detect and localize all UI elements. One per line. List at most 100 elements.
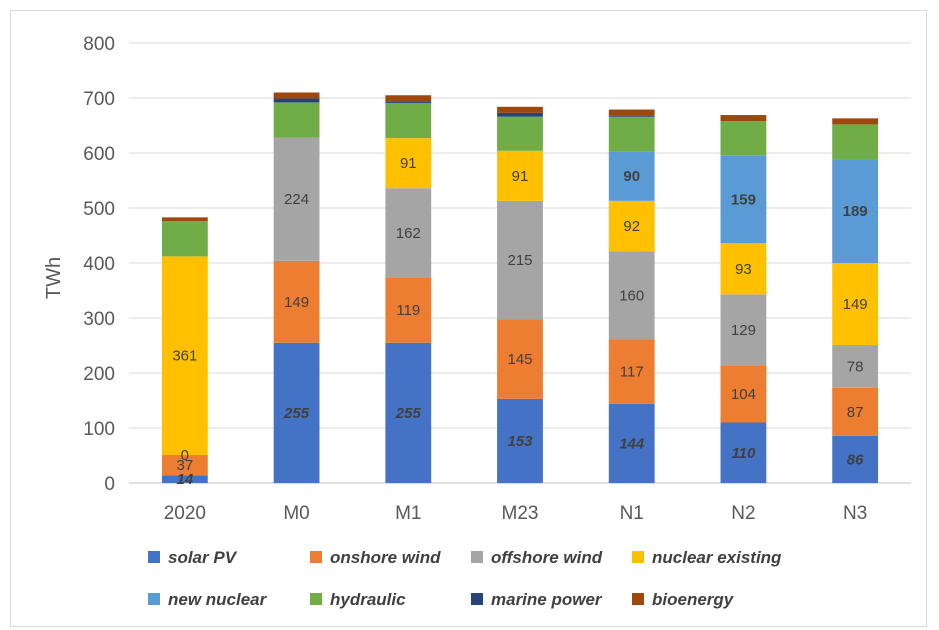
legend-label: nuclear existing bbox=[652, 548, 782, 567]
bar-segment-marine-power bbox=[273, 98, 320, 103]
y-tick-label: 300 bbox=[83, 309, 115, 330]
y-tick-label: 100 bbox=[83, 419, 115, 440]
data-label: 361 bbox=[172, 348, 197, 365]
x-tick-label: M1 bbox=[395, 503, 421, 524]
data-label: 224 bbox=[284, 191, 309, 208]
bar-segment-hydraulic bbox=[161, 221, 208, 257]
bar-segment-solar-PV bbox=[720, 422, 767, 483]
bar-segment-onshore-wind bbox=[608, 339, 655, 404]
bar-segment-bioenergy bbox=[720, 115, 767, 122]
data-label: 159 bbox=[731, 191, 756, 208]
bar-segment-marine-power bbox=[385, 101, 432, 103]
bar-segment-nuclear-existing bbox=[720, 243, 767, 295]
bar-segment-hydraulic bbox=[385, 102, 432, 139]
legend-label: solar PV bbox=[168, 548, 238, 567]
bar-segment-solar-PV bbox=[161, 475, 208, 483]
data-label: 129 bbox=[731, 322, 756, 339]
data-label: 37 bbox=[177, 457, 194, 474]
legend-swatch bbox=[632, 551, 644, 563]
data-label: 104 bbox=[731, 386, 756, 403]
bar-segment-offshore-wind bbox=[832, 344, 879, 388]
data-label: 255 bbox=[395, 405, 422, 422]
legend-swatch bbox=[632, 593, 644, 605]
x-tick-label: M0 bbox=[283, 503, 309, 524]
bar-segment-bioenergy bbox=[161, 217, 208, 222]
bar-segment-marine-power bbox=[497, 112, 543, 117]
bar-segment-solar-PV bbox=[608, 403, 655, 483]
y-tick-label: 600 bbox=[83, 144, 115, 165]
bar-segment-nuclear-existing bbox=[832, 263, 879, 345]
bar-segment-offshore-wind bbox=[385, 188, 432, 278]
bar-segment-bioenergy bbox=[497, 106, 543, 113]
y-tick-label: 700 bbox=[83, 89, 115, 110]
data-label: 87 bbox=[847, 404, 864, 421]
bar-segment-solar-PV bbox=[497, 398, 543, 483]
axes: 0 100 200 300 400 500 600 700 800 2020 M0 M1 M23 N1 N2… bbox=[83, 34, 867, 524]
y-tick-label: 200 bbox=[83, 364, 115, 385]
bar-segment-hydraulic bbox=[608, 116, 655, 152]
legend-label: marine power bbox=[491, 590, 603, 609]
data-label: 255 bbox=[283, 405, 310, 422]
bar-segment-solar-PV bbox=[273, 342, 320, 483]
legend-label: offshore wind bbox=[491, 548, 603, 567]
data-label: 117 bbox=[620, 364, 644, 381]
bar-segment-bioenergy bbox=[608, 109, 655, 116]
bar-segment-hydraulic bbox=[273, 102, 320, 138]
data-label: 90 bbox=[623, 168, 640, 185]
bar-segment-onshore-wind bbox=[497, 319, 543, 399]
stacked-bar-chart: 1437036125514922425511916291153145215911… bbox=[43, 34, 911, 609]
data-label: 153 bbox=[507, 433, 533, 450]
data-label: 144 bbox=[619, 435, 645, 452]
legend-swatch bbox=[148, 593, 160, 605]
bar-segment-bioenergy bbox=[832, 118, 879, 125]
bar-segment-hydraulic bbox=[720, 121, 767, 156]
data-label: 149 bbox=[284, 294, 309, 311]
bar-segment-onshore-wind bbox=[385, 277, 432, 343]
data-label: 119 bbox=[396, 302, 420, 319]
legend-label: bioenergy bbox=[652, 590, 735, 609]
bar-segment-solar-PV bbox=[385, 342, 432, 483]
bar-segment-offshore-wind bbox=[608, 251, 655, 340]
y-tick-label: 500 bbox=[83, 199, 115, 220]
bar-segment-onshore-wind bbox=[720, 365, 767, 423]
x-tick-label: N3 bbox=[843, 503, 867, 524]
legend-label: onshore wind bbox=[330, 548, 441, 567]
legend-swatch bbox=[310, 551, 322, 563]
legend-swatch bbox=[471, 551, 483, 563]
bar-segment-nuclear-existing bbox=[385, 138, 432, 189]
legend-label: hydraulic bbox=[330, 590, 406, 609]
legend-swatch bbox=[471, 593, 483, 605]
y-tick-label: 800 bbox=[83, 34, 115, 55]
bar-segment-new-nuclear bbox=[832, 159, 879, 263]
legend-swatch bbox=[310, 593, 322, 605]
bar-segment-onshore-wind bbox=[832, 387, 879, 436]
x-tick-label: M23 bbox=[502, 503, 539, 524]
y-axis-title: TWh bbox=[43, 257, 65, 299]
data-label: 93 bbox=[735, 261, 752, 278]
data-label: 0 bbox=[181, 447, 189, 464]
y-tick-label: 400 bbox=[83, 254, 115, 275]
data-label: 91 bbox=[400, 155, 417, 172]
legend: solar PV onshore wind offshore wind nuclear… bbox=[148, 548, 782, 609]
legend-label: new nuclear bbox=[168, 590, 268, 609]
x-tick-label: N1 bbox=[620, 503, 644, 524]
data-label: 14 bbox=[177, 471, 194, 488]
legend-swatch bbox=[148, 551, 160, 563]
bar-segment-hydraulic bbox=[497, 116, 543, 151]
bars bbox=[161, 92, 879, 483]
bar-segment-nuclear-existing bbox=[497, 150, 543, 201]
bar-segment-offshore-wind bbox=[497, 200, 543, 320]
bar-segment-offshore-wind bbox=[720, 294, 767, 366]
bar-segment-solar-PV bbox=[832, 435, 879, 483]
chart-frame: 14 37 0 361 255 149 224 255 119 162 91 153 145 215 91 1… bbox=[10, 10, 927, 627]
data-label: 78 bbox=[847, 358, 864, 375]
bar-segment-marine-power bbox=[608, 115, 655, 117]
data-label: 162 bbox=[396, 225, 421, 242]
bar-segment-bioenergy bbox=[385, 95, 432, 102]
bar-segment-offshore-wind bbox=[273, 137, 320, 261]
data-label: 92 bbox=[623, 218, 640, 235]
data-label: 145 bbox=[507, 351, 532, 368]
data-label: 110 bbox=[731, 445, 756, 462]
bar-segment-bioenergy bbox=[273, 92, 320, 99]
